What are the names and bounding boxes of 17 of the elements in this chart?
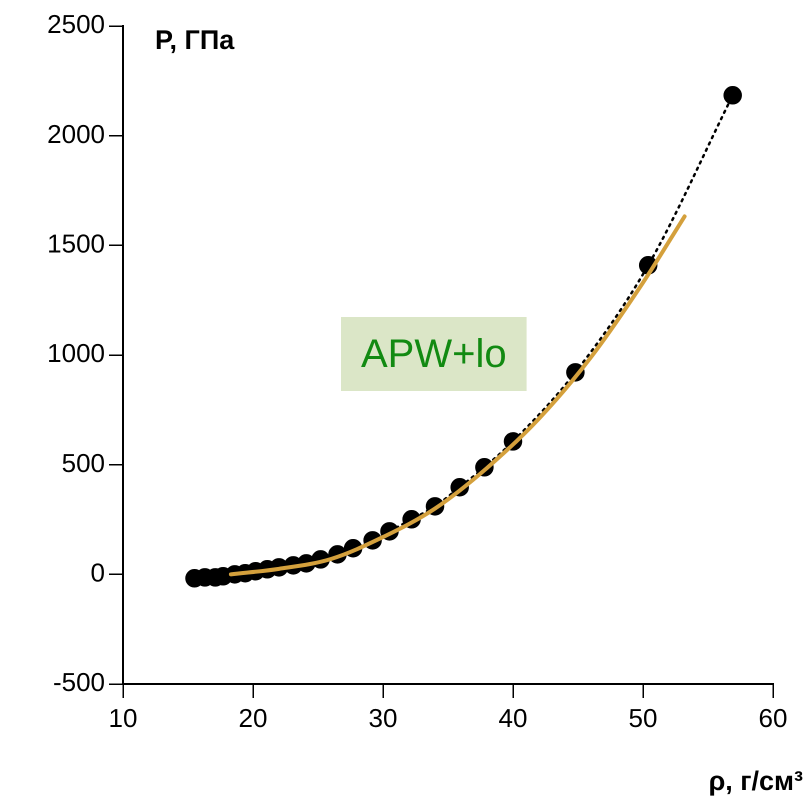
y-tick-label: 0	[90, 558, 105, 588]
x-tick-label: 60	[758, 702, 788, 733]
y-axis-title: P, ГПа	[155, 24, 236, 55]
y-tick-label: 1500	[47, 228, 105, 259]
x-tick-label: 20	[238, 702, 268, 733]
x-tick-label: 50	[628, 702, 658, 733]
x-tick-label: 40	[498, 702, 528, 733]
y-tick-label: 2500	[47, 9, 105, 40]
y-tick-label: 2000	[47, 118, 105, 149]
x-tick-label: 10	[108, 702, 138, 733]
y-tick-label: -500	[52, 667, 105, 698]
x-tick-label: 30	[368, 702, 398, 733]
y-tick-label: 1000	[47, 338, 105, 368]
point	[723, 86, 742, 105]
x-axis-title: ρ, г/см³	[708, 766, 804, 796]
series-label: APW+lo	[361, 332, 507, 376]
y-tick-label: 500	[62, 448, 105, 478]
